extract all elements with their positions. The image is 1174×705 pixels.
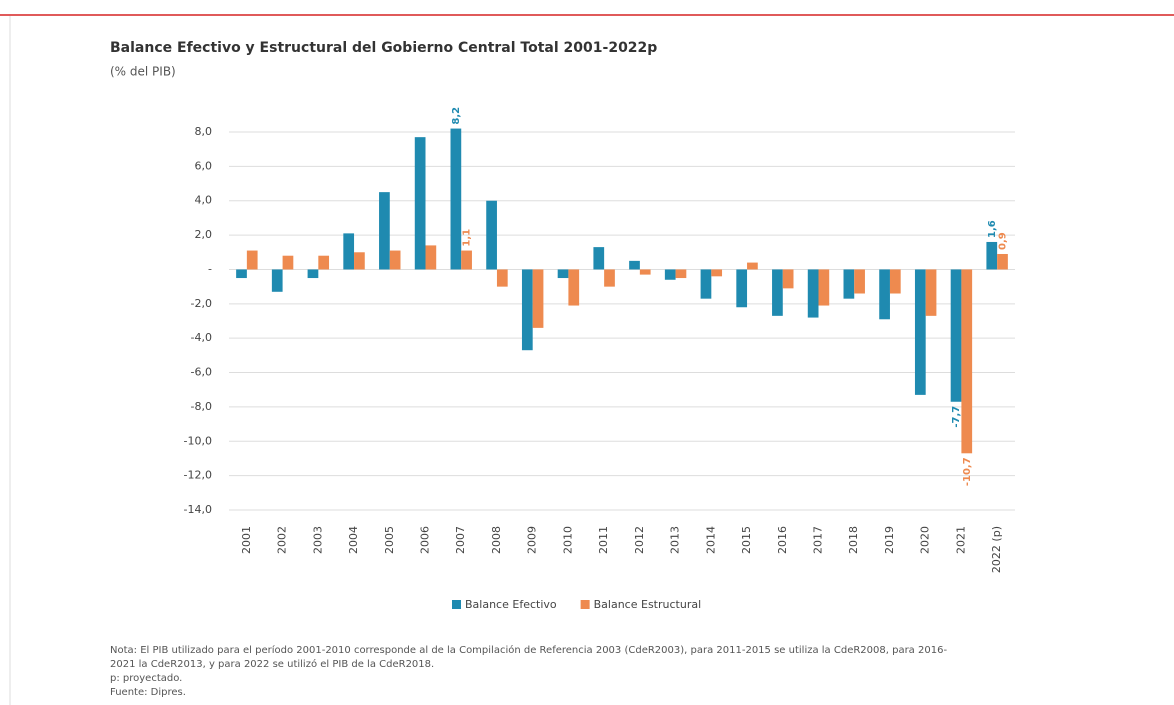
bar [997, 253, 1008, 270]
bar [532, 269, 544, 328]
y-tick-label: -12,0 [184, 469, 212, 482]
bar [414, 137, 426, 270]
x-tick-label: 2013 [669, 526, 682, 554]
x-tick-label: 2003 [311, 526, 324, 554]
x-tick-label: 2020 [919, 526, 932, 554]
y-tick-label: 2,0 [195, 228, 213, 241]
bar [593, 247, 605, 270]
bar [450, 128, 462, 270]
x-tick-label: 2018 [847, 526, 860, 554]
bar [782, 269, 794, 289]
bar [307, 269, 319, 279]
bar [486, 200, 497, 270]
x-tick-label: 2005 [383, 526, 396, 554]
x-tick-label: 2006 [419, 526, 432, 554]
bar [807, 269, 819, 318]
data-label: 0,9 [997, 232, 1008, 250]
data-label: -10,7 [962, 457, 973, 486]
y-tick-label: 6,0 [195, 159, 213, 172]
x-tick-label: 2019 [883, 526, 896, 554]
bar [925, 269, 937, 316]
y-tick-label: -10,0 [184, 434, 212, 447]
y-tick-label: 4,0 [195, 194, 213, 207]
bar [354, 252, 365, 270]
legend-label: Balance Efectivo [465, 598, 557, 611]
bar [889, 269, 901, 294]
bar [629, 260, 640, 270]
data-label: -7,7 [951, 406, 962, 428]
x-tick-label: 2011 [597, 526, 610, 554]
bar [568, 269, 580, 306]
bar [318, 255, 330, 270]
x-tick-label: 2021 [954, 526, 967, 554]
bar [950, 269, 962, 402]
bar [271, 269, 283, 292]
legend-swatch [452, 600, 461, 609]
chart-subtitle: (% del PIB) [110, 65, 176, 79]
bar [461, 250, 472, 270]
bar [914, 269, 926, 395]
x-tick-label: 2008 [490, 526, 503, 554]
x-tick-label: 2007 [454, 526, 467, 554]
y-tick-label: -4,0 [191, 331, 212, 344]
x-tick-label: 2014 [704, 526, 717, 554]
x-tick-label: 2022 (p) [990, 526, 1003, 573]
y-tick-label: -8,0 [191, 400, 212, 413]
bar [389, 250, 401, 270]
note: Nota: El PIB utilizado para el período 2… [110, 644, 947, 656]
x-tick-label: 2009 [526, 526, 539, 554]
bar [818, 269, 830, 306]
x-tick-label: 2012 [633, 526, 646, 554]
chart-title: Balance Efectivo y Estructural del Gobie… [110, 40, 657, 56]
note: 2021 la CdeR2013, y para 2022 se utilizó… [110, 658, 434, 670]
bar [879, 269, 890, 320]
x-tick-label: 2001 [240, 526, 253, 554]
bar [772, 269, 783, 316]
data-label: 1,6 [987, 220, 998, 238]
x-tick-label: 2015 [740, 526, 753, 554]
bar [425, 245, 437, 270]
y-tick-label: 8,0 [195, 125, 213, 138]
x-tick-label: 2004 [347, 526, 360, 554]
bar [236, 269, 247, 279]
bar [664, 269, 676, 280]
bar [496, 269, 508, 287]
bar [521, 269, 533, 351]
bar [961, 269, 973, 454]
y-tick-label: -14,0 [184, 503, 212, 516]
x-tick-label: 2016 [776, 526, 789, 554]
data-label: 8,2 [451, 107, 462, 125]
bar [747, 262, 758, 270]
legend-swatch [580, 600, 590, 609]
bar [557, 269, 569, 279]
y-tick-label: -6,0 [191, 366, 212, 379]
note: Fuente: Dipres. [110, 687, 186, 698]
y-tick-label: - [208, 262, 212, 275]
bar [343, 233, 355, 270]
bar [700, 269, 712, 299]
bar [604, 269, 615, 287]
bar [854, 269, 865, 294]
bar [379, 192, 390, 270]
note: p: proyectado. [110, 673, 182, 684]
bar [282, 255, 294, 270]
y-tick-label: -2,0 [191, 297, 212, 310]
bar [639, 269, 651, 275]
x-tick-label: 2017 [812, 526, 825, 554]
x-tick-label: 2010 [561, 526, 574, 554]
bar [736, 269, 748, 308]
bar [711, 269, 723, 277]
bar [675, 269, 687, 279]
data-label: 1,1 [462, 229, 473, 247]
x-tick-label: 2002 [276, 526, 289, 554]
legend-label: Balance Estructural [594, 598, 702, 611]
bar [843, 269, 855, 299]
bar [986, 241, 998, 270]
bar [246, 250, 258, 270]
